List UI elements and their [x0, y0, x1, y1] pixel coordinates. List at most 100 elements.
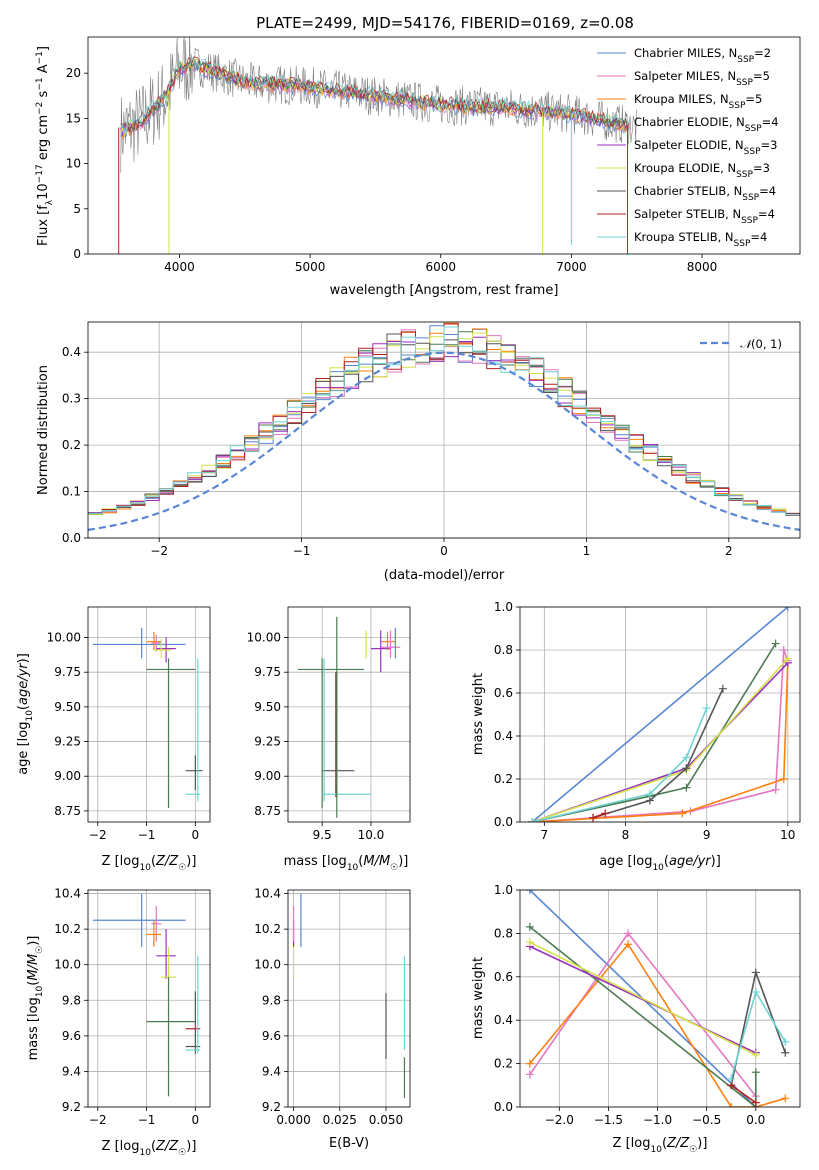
mass_vs_Z-ytick-label: 9.8	[62, 993, 81, 1007]
age_vs_mass-ytick-label: 10.00	[247, 631, 281, 645]
residuals-ytick-label: 0.1	[62, 485, 81, 499]
mass_vs_Z-xtick-label: −1	[138, 1113, 156, 1127]
mass_vs_EBV-ytick-label: 9.8	[262, 993, 281, 1007]
massweight-vs-Z-ylabel: mass weight	[471, 957, 486, 1039]
mass_vs_EBV-ytick-label: 9.4	[262, 1064, 281, 1078]
mass_vs_EBV-xtick-label: 0.000	[276, 1113, 310, 1127]
age_vs_Z-ytick-label: 10.00	[47, 631, 81, 645]
massweight_vs_age-series-kroupa_stelib	[532, 707, 708, 822]
massweight_vs_Z-marker-kroupa_miles	[781, 1094, 790, 1103]
massweight_vs_Z-marker-kroupa_miles	[624, 940, 633, 949]
age_vs_mass-axes: 9.5 10.0 8.75 9.00 9.25 9.50 9.75 10.00 mass [lo…	[247, 606, 411, 873]
massweight_vs_Z-marker-salpeter_miles	[525, 1070, 534, 1079]
residuals-xtick-label: 2	[725, 544, 733, 558]
age-vs-mass-xlabel: mass [log10(M/M☉)]	[284, 854, 409, 873]
histogram-kroupa_stelib	[88, 326, 800, 516]
massweight_vs_age-ytick-label: 0.0	[494, 815, 513, 829]
age_vs_Z-xtick-label: −1	[138, 828, 156, 842]
massweight_vs_Z-ytick-label: 0.0	[494, 1100, 513, 1114]
massweight_vs_Z-plot-area	[525, 890, 790, 1107]
residuals-plot-area	[88, 322, 800, 531]
massweight_vs_Z-marker-kroupa_miles	[525, 1059, 534, 1068]
age_vs_Z-frame	[87, 606, 211, 823]
massweight_vs_age-ytick-label: 0.8	[494, 643, 513, 657]
age_vs_Z-xtick-label: −2	[89, 828, 107, 842]
residuals-xtick-label: −2	[150, 544, 168, 558]
spectrum-xtick-label: 4000	[164, 260, 195, 274]
massweight_vs_age-marker-chabrier_elodie	[771, 639, 780, 648]
mass_vs_Z-ytick-label: 10.4	[54, 887, 81, 901]
legend-entry-salpeter_elodie: Salpeter ELODIE, NSSP=3	[634, 138, 777, 157]
massweight-vs-age-xlabel: age [log10(age/yr)]	[599, 854, 721, 873]
massweight_vs_Z-marker-kroupa_elodie	[525, 938, 534, 947]
massweight_vs_Z-xtick-label: −1.5	[594, 1113, 623, 1127]
residuals-frame	[87, 321, 801, 539]
massweight_vs_age-series-kroupa_miles	[532, 662, 789, 822]
figure-title: PLATE=2499, MJD=54176, FIBERID=0169, z=0…	[256, 14, 634, 32]
massweight_vs_Z-series-kroupa_stelib	[730, 989, 786, 1080]
massweight_vs_age-ytick-label: 0.6	[494, 686, 513, 700]
legend-entry-kroupa_miles: Kroupa MILES, NSSP=5	[634, 92, 762, 111]
massweight_vs_Z-series-chabrier_elodie	[529, 926, 757, 1107]
age_vs_Z-xtick-label: 0	[192, 828, 200, 842]
mass_vs_Z-ytick-label: 9.6	[62, 1029, 81, 1043]
massweight_vs_age-series-kroupa_elodie	[531, 658, 789, 822]
massweight_vs_age-series-chabrier_miles	[531, 607, 789, 822]
massweight_vs_Z-series-salpeter_elodie	[529, 945, 757, 1054]
spectrum-data-trace	[120, 37, 637, 173]
massweight_vs_Z-series-salpeter_miles	[529, 932, 757, 1097]
massweight_vs_Z-marker-salpeter_stelib	[751, 1098, 760, 1107]
massweight_vs_Z-frame	[519, 889, 801, 1108]
residuals-xtick-label: 0	[440, 544, 448, 558]
massweight_vs_Z-series-kroupa_miles	[529, 942, 786, 1107]
massweight_vs_Z-ytick-label: 0.8	[494, 926, 513, 940]
massweight_vs_age-axes: 7 8 9 10 0.0 0.2 0.4 0.6 0.8 1.0 age [log10(age/yr…	[471, 600, 801, 873]
massweight_vs_Z-marker-kroupa_stelib	[751, 987, 760, 996]
massweight_vs_age-xtick-label: 10	[780, 828, 795, 842]
mass_vs_EBV-xtick-label: 0.050	[369, 1113, 403, 1127]
mass_vs_EBV-ytick-label: 10.2	[254, 922, 281, 936]
massweight_vs_Z-xtick-label: −0.5	[692, 1113, 721, 1127]
massweight_vs_Z-marker-chabrier_stelib	[751, 968, 760, 977]
mass_vs_Z-frame	[87, 889, 211, 1108]
mass_vs_Z-axes: −2 −1 0 9.2 9.4 9.6 9.8 10.0 10.2 10.4 Z [log10(Z/…	[26, 887, 211, 1158]
age-vs-Z-xlabel: Z [log10(Z/Z☉)]	[102, 854, 197, 873]
massweight_vs_Z-marker-chabrier_stelib	[781, 1048, 790, 1057]
age_vs_Z-ytick-label: 9.75	[54, 665, 81, 679]
massweight_vs_age-plot-area	[528, 607, 792, 822]
massweight_vs_Z-marker-kroupa_stelib	[727, 1074, 736, 1083]
massweight_vs_Z-marker-kroupa_stelib	[781, 1037, 790, 1046]
residuals-axes: −2 −1 0 1 2 0.0 0.1 0.2 0.3 0.4 (data-model)/error…	[36, 321, 801, 583]
massweight_vs_age-series-chabrier_stelib	[592, 688, 724, 819]
spectrum-ytick-label: 0	[73, 247, 81, 261]
massweight_vs_age-frame	[519, 606, 801, 823]
massweight_vs_age-marker-kroupa_stelib	[702, 704, 711, 713]
mass_vs_EBV-ytick-label: 9.2	[262, 1100, 281, 1114]
massweight_vs_age-xtick-label: 7	[541, 828, 549, 842]
massweight-vs-age-ylabel: mass weight	[471, 673, 486, 755]
massweight_vs_Z-series-kroupa_elodie	[529, 941, 757, 1056]
mass_vs_EBV-plot-area	[292, 893, 406, 1099]
massweight_vs_age-ytick-label: 0.4	[494, 729, 513, 743]
mass-vs-Z-ylabel: mass [log10(M/M☉)]	[26, 936, 45, 1061]
spectrum-axes: 4000 5000 6000 7000 8000 0 5 10 15 20 wavelength […	[35, 36, 801, 298]
massweight_vs_age-marker-salpeter_stelib	[589, 813, 598, 822]
residuals-ylabel: Normed distribution	[36, 365, 51, 495]
mass_vs_Z-ytick-label: 10.0	[54, 958, 81, 972]
massweight_vs_Z-ytick-label: 0.4	[494, 1013, 513, 1027]
spectrum-ytick-label: 5	[73, 202, 81, 216]
age_vs_Z-axes: −2 −1 0 8.75 9.00 9.25 9.50 9.75 10.00 Z [log10(Z…	[16, 606, 211, 873]
mass_vs_Z-ytick-label: 9.4	[62, 1064, 81, 1078]
mass_vs_EBV-ytick-label: 9.6	[262, 1029, 281, 1043]
massweight_vs_Z-marker-kroupa_elodie	[751, 1050, 760, 1059]
legend-entry-salpeter_miles: Salpeter MILES, NSSP=5	[634, 69, 770, 88]
legend-entry-chabrier_elodie: Chabrier ELODIE, NSSP=4	[634, 115, 779, 134]
massweight_vs_Z-marker-kroupa_miles	[727, 1103, 736, 1107]
age_vs_mass-ytick-label: 8.75	[254, 804, 281, 818]
massweight_vs_age-marker-chabrier_stelib	[682, 764, 691, 773]
massweight_vs_age-xtick-label: 9	[703, 828, 711, 842]
massweight_vs_age-marker-kroupa_stelib	[645, 790, 654, 799]
age_vs_Z-ytick-label: 9.50	[54, 700, 81, 714]
mass_vs_Z-plot-area	[92, 893, 201, 1097]
